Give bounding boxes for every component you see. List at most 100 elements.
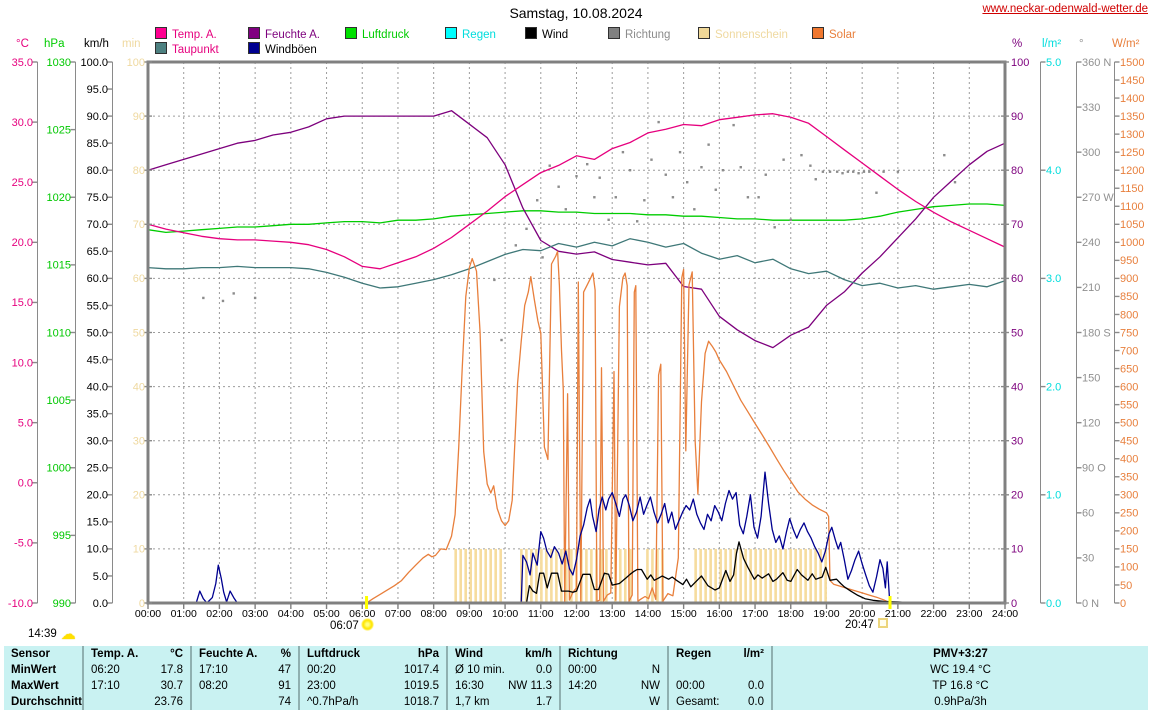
svg-text:90: 90 (133, 111, 145, 123)
legend-label: Temp. A. (172, 29, 217, 41)
legend-item-sonnenschein: Sonnenschein (698, 27, 788, 42)
svg-text:30.0: 30.0 (12, 117, 33, 129)
table-row: 74 (278, 696, 291, 708)
table-row: PMV+3:27 (933, 648, 988, 660)
svg-text:300: 300 (1120, 490, 1138, 502)
series-wind (525, 541, 909, 604)
legend-row-2: Taupunkt Windböen (155, 42, 1015, 56)
table-col-sensor: Sensor MinWert MaxWert Durchschnitt (4, 646, 82, 710)
svg-text:85.0: 85.0 (87, 138, 108, 150)
svg-text:450: 450 (1120, 436, 1138, 448)
current-time-marker: 14:39 ☁ (28, 625, 76, 643)
table-col-luftdruck: Luftdruck hPa 00:20 1017.4 23:00 1019.5 ^0.7hP… (298, 646, 446, 710)
table-row: 17:10 47 (199, 664, 291, 676)
svg-text:25.0: 25.0 (12, 177, 33, 189)
svg-text:75.0: 75.0 (87, 192, 108, 204)
svg-text:120: 120 (1082, 417, 1100, 429)
legend-swatch (345, 27, 357, 39)
svg-text:60: 60 (1011, 273, 1023, 285)
svg-text:0.0: 0.0 (1046, 598, 1061, 610)
svg-text:1500: 1500 (1120, 57, 1144, 69)
legend-item-luftdruck: Luftdruck (345, 27, 409, 42)
table-col-pmv: PMV+3:27 WC 19.4 °C TP 16.8 °C 0.9hPa/3h (771, 646, 1148, 710)
axis-deg: 360 N 330 300 270 W 240 210 180 S 150 120 90 O 60 3… (1076, 57, 1114, 610)
svg-text:24:00: 24:00 (992, 608, 1018, 620)
x-axis-labels: 00:00 01:00 02:00 03:00 04:00 05:00 06:00 07:00… (135, 604, 1018, 620)
svg-text:100: 100 (1120, 562, 1138, 574)
svg-text:0.0: 0.0 (93, 598, 108, 610)
svg-text:1005: 1005 (47, 395, 71, 407)
svg-text:1350: 1350 (1120, 111, 1144, 123)
svg-text:150: 150 (1120, 544, 1138, 556)
svg-text:70: 70 (1011, 219, 1023, 231)
svg-text:10.0: 10.0 (87, 544, 108, 556)
svg-text:35.0: 35.0 (87, 408, 108, 420)
table-col-temp-a-: Temp. A. °C 06:20 17.8 17:10 30.7 23.76 (82, 646, 190, 710)
svg-text:20: 20 (1011, 490, 1023, 502)
svg-text:1000: 1000 (1120, 237, 1144, 249)
svg-text:1150: 1150 (1120, 183, 1144, 195)
svg-text:-10.0: -10.0 (8, 598, 33, 610)
svg-text:300: 300 (1082, 147, 1100, 159)
sunset-marker: 20:47 (845, 618, 888, 631)
svg-text:250: 250 (1120, 508, 1138, 520)
table-row: Luftdruck hPa (307, 648, 439, 660)
svg-text:11:00: 11:00 (528, 608, 554, 620)
series-taupunkt (147, 238, 1006, 290)
svg-text:3.0: 3.0 (1046, 273, 1061, 285)
svg-text:0: 0 (1011, 598, 1017, 610)
svg-text:10: 10 (1011, 544, 1023, 556)
svg-text:2.0: 2.0 (1046, 381, 1061, 393)
legend-item-temp-a-: Temp. A. (155, 27, 217, 42)
sunset-time-label: 20:47 (845, 619, 874, 631)
svg-text:04:00: 04:00 (278, 608, 304, 620)
svg-text:850: 850 (1120, 291, 1138, 303)
svg-text:09:00: 09:00 (456, 608, 482, 620)
svg-text:240: 240 (1082, 237, 1100, 249)
svg-text:07:00: 07:00 (385, 608, 411, 620)
legend-label: Regen (462, 29, 496, 41)
svg-text:350: 350 (1120, 472, 1138, 484)
legend-item-regen: Regen (445, 27, 496, 42)
table-row: 08:20 91 (199, 680, 291, 692)
svg-text:1025: 1025 (47, 124, 71, 136)
axis-unit-kmh: km/h (84, 38, 109, 50)
svg-text:1030: 1030 (47, 57, 71, 69)
svg-text:330: 330 (1082, 102, 1100, 114)
table-row: Regen l/m² (676, 648, 764, 660)
legend-item-solar: Solar (812, 27, 856, 42)
svg-text:65.0: 65.0 (87, 246, 108, 258)
svg-text:80: 80 (1011, 165, 1023, 177)
svg-text:06:00: 06:00 (349, 608, 375, 620)
svg-text:5.0: 5.0 (18, 417, 33, 429)
svg-text:05:00: 05:00 (313, 608, 339, 620)
svg-text:20: 20 (133, 490, 145, 502)
svg-text:1000: 1000 (47, 463, 71, 475)
svg-text:20:00: 20:00 (849, 608, 875, 620)
svg-text:0 N: 0 N (1082, 598, 1099, 610)
axis-unit-degc: °C (16, 38, 29, 50)
svg-text:100.0: 100.0 (80, 57, 108, 69)
table-row: ^0.7hPa/h 1018.7 (307, 696, 439, 708)
site-url-link[interactable]: www.neckar-odenwald-wetter.de (982, 3, 1148, 15)
svg-text:19:00: 19:00 (813, 608, 839, 620)
legend-swatch (248, 27, 260, 39)
svg-text:200: 200 (1120, 526, 1138, 538)
svg-text:100: 100 (1011, 57, 1029, 69)
table-row: W (649, 696, 660, 708)
svg-text:12:00: 12:00 (563, 608, 589, 620)
svg-text:60.0: 60.0 (87, 273, 108, 285)
table-row: MinWert (11, 664, 57, 676)
svg-text:16:00: 16:00 (706, 608, 732, 620)
legend-swatch (608, 27, 620, 39)
table-row: 23:00 1019.5 (307, 680, 439, 692)
axis-unit-lm2: l/m² (1042, 38, 1062, 50)
svg-text:35.0: 35.0 (12, 57, 33, 69)
svg-text:400: 400 (1120, 454, 1138, 466)
table-row: 0.9hPa/3h (934, 696, 987, 708)
cloud-icon: ☁ (60, 626, 76, 643)
table-row: Sensor (11, 648, 50, 660)
legend-item-windb-en: Windböen (248, 42, 317, 57)
axis-unit-min: min (122, 38, 141, 50)
